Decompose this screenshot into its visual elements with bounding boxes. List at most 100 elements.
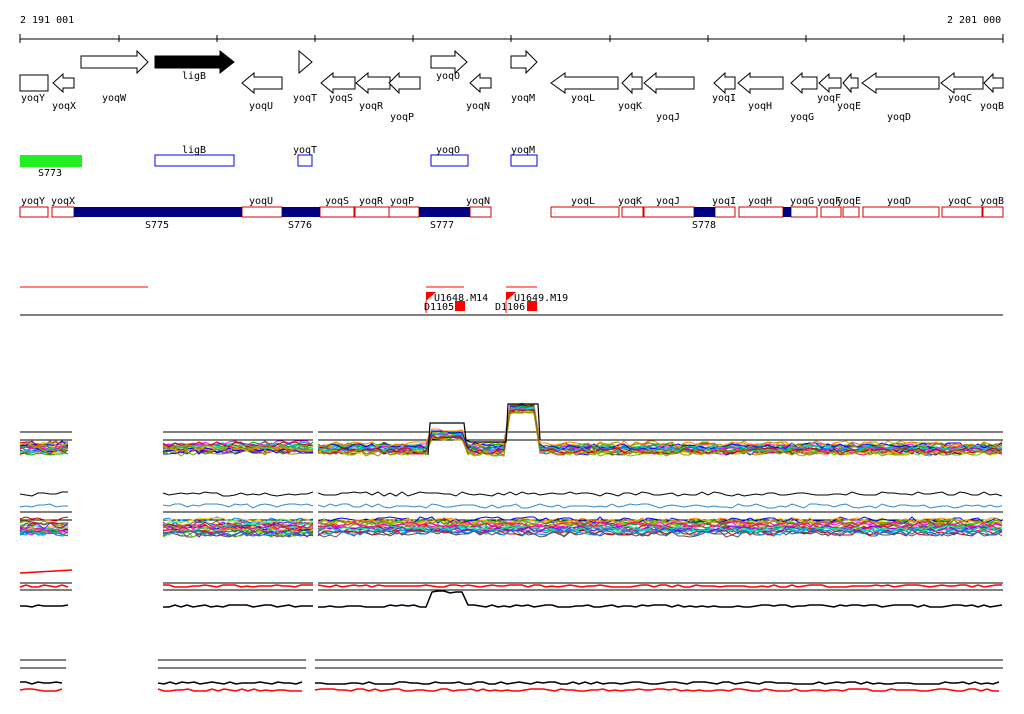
- gene-yoqD[interactable]: [861, 72, 940, 94]
- profile-line: [19, 449, 69, 456]
- gene-label: yoqU: [249, 101, 273, 112]
- operon-S776[interactable]: [282, 207, 320, 217]
- gene-yoqO[interactable]: [430, 49, 468, 75]
- probe-marker[interactable]: [506, 292, 516, 301]
- profile-line: [19, 530, 69, 537]
- gene-label: yoqX: [52, 101, 76, 112]
- gene-yoqB[interactable]: [983, 72, 1004, 94]
- probe-marker[interactable]: [455, 301, 465, 311]
- segment-label: yoqG: [790, 196, 814, 207]
- gene-label: yoqC: [948, 93, 972, 104]
- operon-S775[interactable]: [74, 207, 242, 217]
- probe-marker[interactable]: [426, 292, 436, 301]
- feature-box[interactable]: [297, 154, 313, 167]
- profile-line: [20, 446, 69, 453]
- gene-yoqH[interactable]: [737, 71, 784, 95]
- operon-label: S775: [145, 220, 169, 231]
- gene-yoqK[interactable]: [621, 71, 643, 95]
- segment[interactable]: [643, 206, 695, 218]
- gene-label: ligB: [182, 71, 206, 82]
- gene-yoqX[interactable]: [52, 72, 75, 94]
- probe-track: U1648.M14 D1105 U1649.M19 D1106: [20, 286, 1003, 316]
- gene-label: yoqN: [466, 101, 490, 112]
- operon-label: S777: [430, 220, 454, 231]
- segment-label: yoqK: [618, 196, 642, 207]
- gene-label: yoqP: [390, 112, 414, 123]
- segment-label: yoqD: [887, 196, 911, 207]
- segment[interactable]: [941, 206, 983, 218]
- feature-green-label: S773: [38, 168, 62, 179]
- gene-yoqT[interactable]: [298, 49, 313, 75]
- profile-line: [19, 503, 68, 508]
- feature-box[interactable]: [430, 154, 469, 167]
- profile-line: [317, 491, 1003, 497]
- segment[interactable]: [241, 206, 283, 218]
- segment-label: yoqN: [466, 196, 490, 207]
- segment[interactable]: [982, 206, 1004, 218]
- feature-box[interactable]: [510, 154, 538, 167]
- gene-yoqI[interactable]: [713, 71, 736, 95]
- segment[interactable]: [714, 206, 736, 218]
- segment[interactable]: [388, 206, 420, 218]
- segment[interactable]: [862, 206, 940, 218]
- segment[interactable]: [354, 206, 390, 218]
- gene-labels: yoqY yoqX yoqW ligB yoqU yoqT yoqS yoqR …: [21, 71, 1004, 123]
- segment[interactable]: [319, 206, 355, 218]
- gene-ligB[interactable]: [154, 49, 235, 75]
- gene-yoqN[interactable]: [469, 72, 492, 94]
- segment[interactable]: [51, 206, 75, 218]
- profile-line: [20, 681, 63, 685]
- profile-line: [315, 681, 1000, 685]
- segment[interactable]: [738, 206, 784, 218]
- segment[interactable]: [550, 206, 620, 218]
- feature-box[interactable]: [154, 154, 235, 167]
- profile-line: [19, 584, 69, 588]
- gene-yoqM[interactable]: [510, 49, 538, 75]
- segment[interactable]: [19, 206, 49, 218]
- segment[interactable]: [469, 206, 492, 218]
- gene-yoqJ[interactable]: [643, 71, 695, 95]
- gene-track: [19, 49, 1004, 95]
- gene-yoqL[interactable]: [550, 72, 619, 94]
- gene-yoqC[interactable]: [940, 71, 984, 95]
- probe-marker[interactable]: [527, 301, 537, 311]
- gene-yoqF[interactable]: [818, 72, 842, 94]
- gene-label: yoqW: [102, 93, 127, 104]
- segment[interactable]: [790, 206, 818, 218]
- profile-line: [157, 688, 302, 692]
- gene-yoqR[interactable]: [355, 71, 391, 95]
- profile-line: [317, 518, 1003, 526]
- gene-yoqU[interactable]: [241, 71, 283, 95]
- gene-label: yoqM: [511, 93, 535, 104]
- segment-label: yoqC: [948, 196, 972, 207]
- segment-label: yoqH: [748, 196, 772, 207]
- profile-line: [317, 529, 1003, 537]
- segment[interactable]: [820, 206, 842, 218]
- gene-yoqY[interactable]: [19, 74, 49, 92]
- profile-line: [162, 443, 314, 451]
- gene-yoqP[interactable]: [388, 71, 421, 95]
- coordinate-ruler: 2 191 001 2 201 000: [19, 15, 1004, 43]
- gene-label: yoqE: [837, 101, 861, 112]
- gene-yoqS[interactable]: [320, 71, 356, 95]
- operon-small[interactable]: [783, 207, 791, 217]
- profile-line: [19, 448, 69, 455]
- operon-S778[interactable]: [694, 207, 715, 217]
- segment[interactable]: [621, 206, 644, 218]
- profile-line: [162, 530, 314, 537]
- gene-label: yoqY: [21, 93, 45, 104]
- gene-yoqW[interactable]: [80, 49, 149, 75]
- profile-line: [163, 584, 313, 588]
- operon-S777[interactable]: [419, 207, 470, 217]
- profile-line: [19, 529, 69, 535]
- expression-profiles: [19, 402, 1003, 692]
- gene-yoqG[interactable]: [790, 71, 818, 95]
- gene-yoqE[interactable]: [842, 72, 859, 94]
- segment-label: yoqX: [51, 196, 75, 207]
- gene-label: yoqH: [748, 101, 772, 112]
- probe-sub-label: D1105: [424, 302, 454, 313]
- segment[interactable]: [842, 206, 860, 218]
- gene-label: yoqB: [980, 101, 1004, 112]
- feature-green-block[interactable]: [20, 155, 82, 167]
- profile-line: [20, 522, 69, 530]
